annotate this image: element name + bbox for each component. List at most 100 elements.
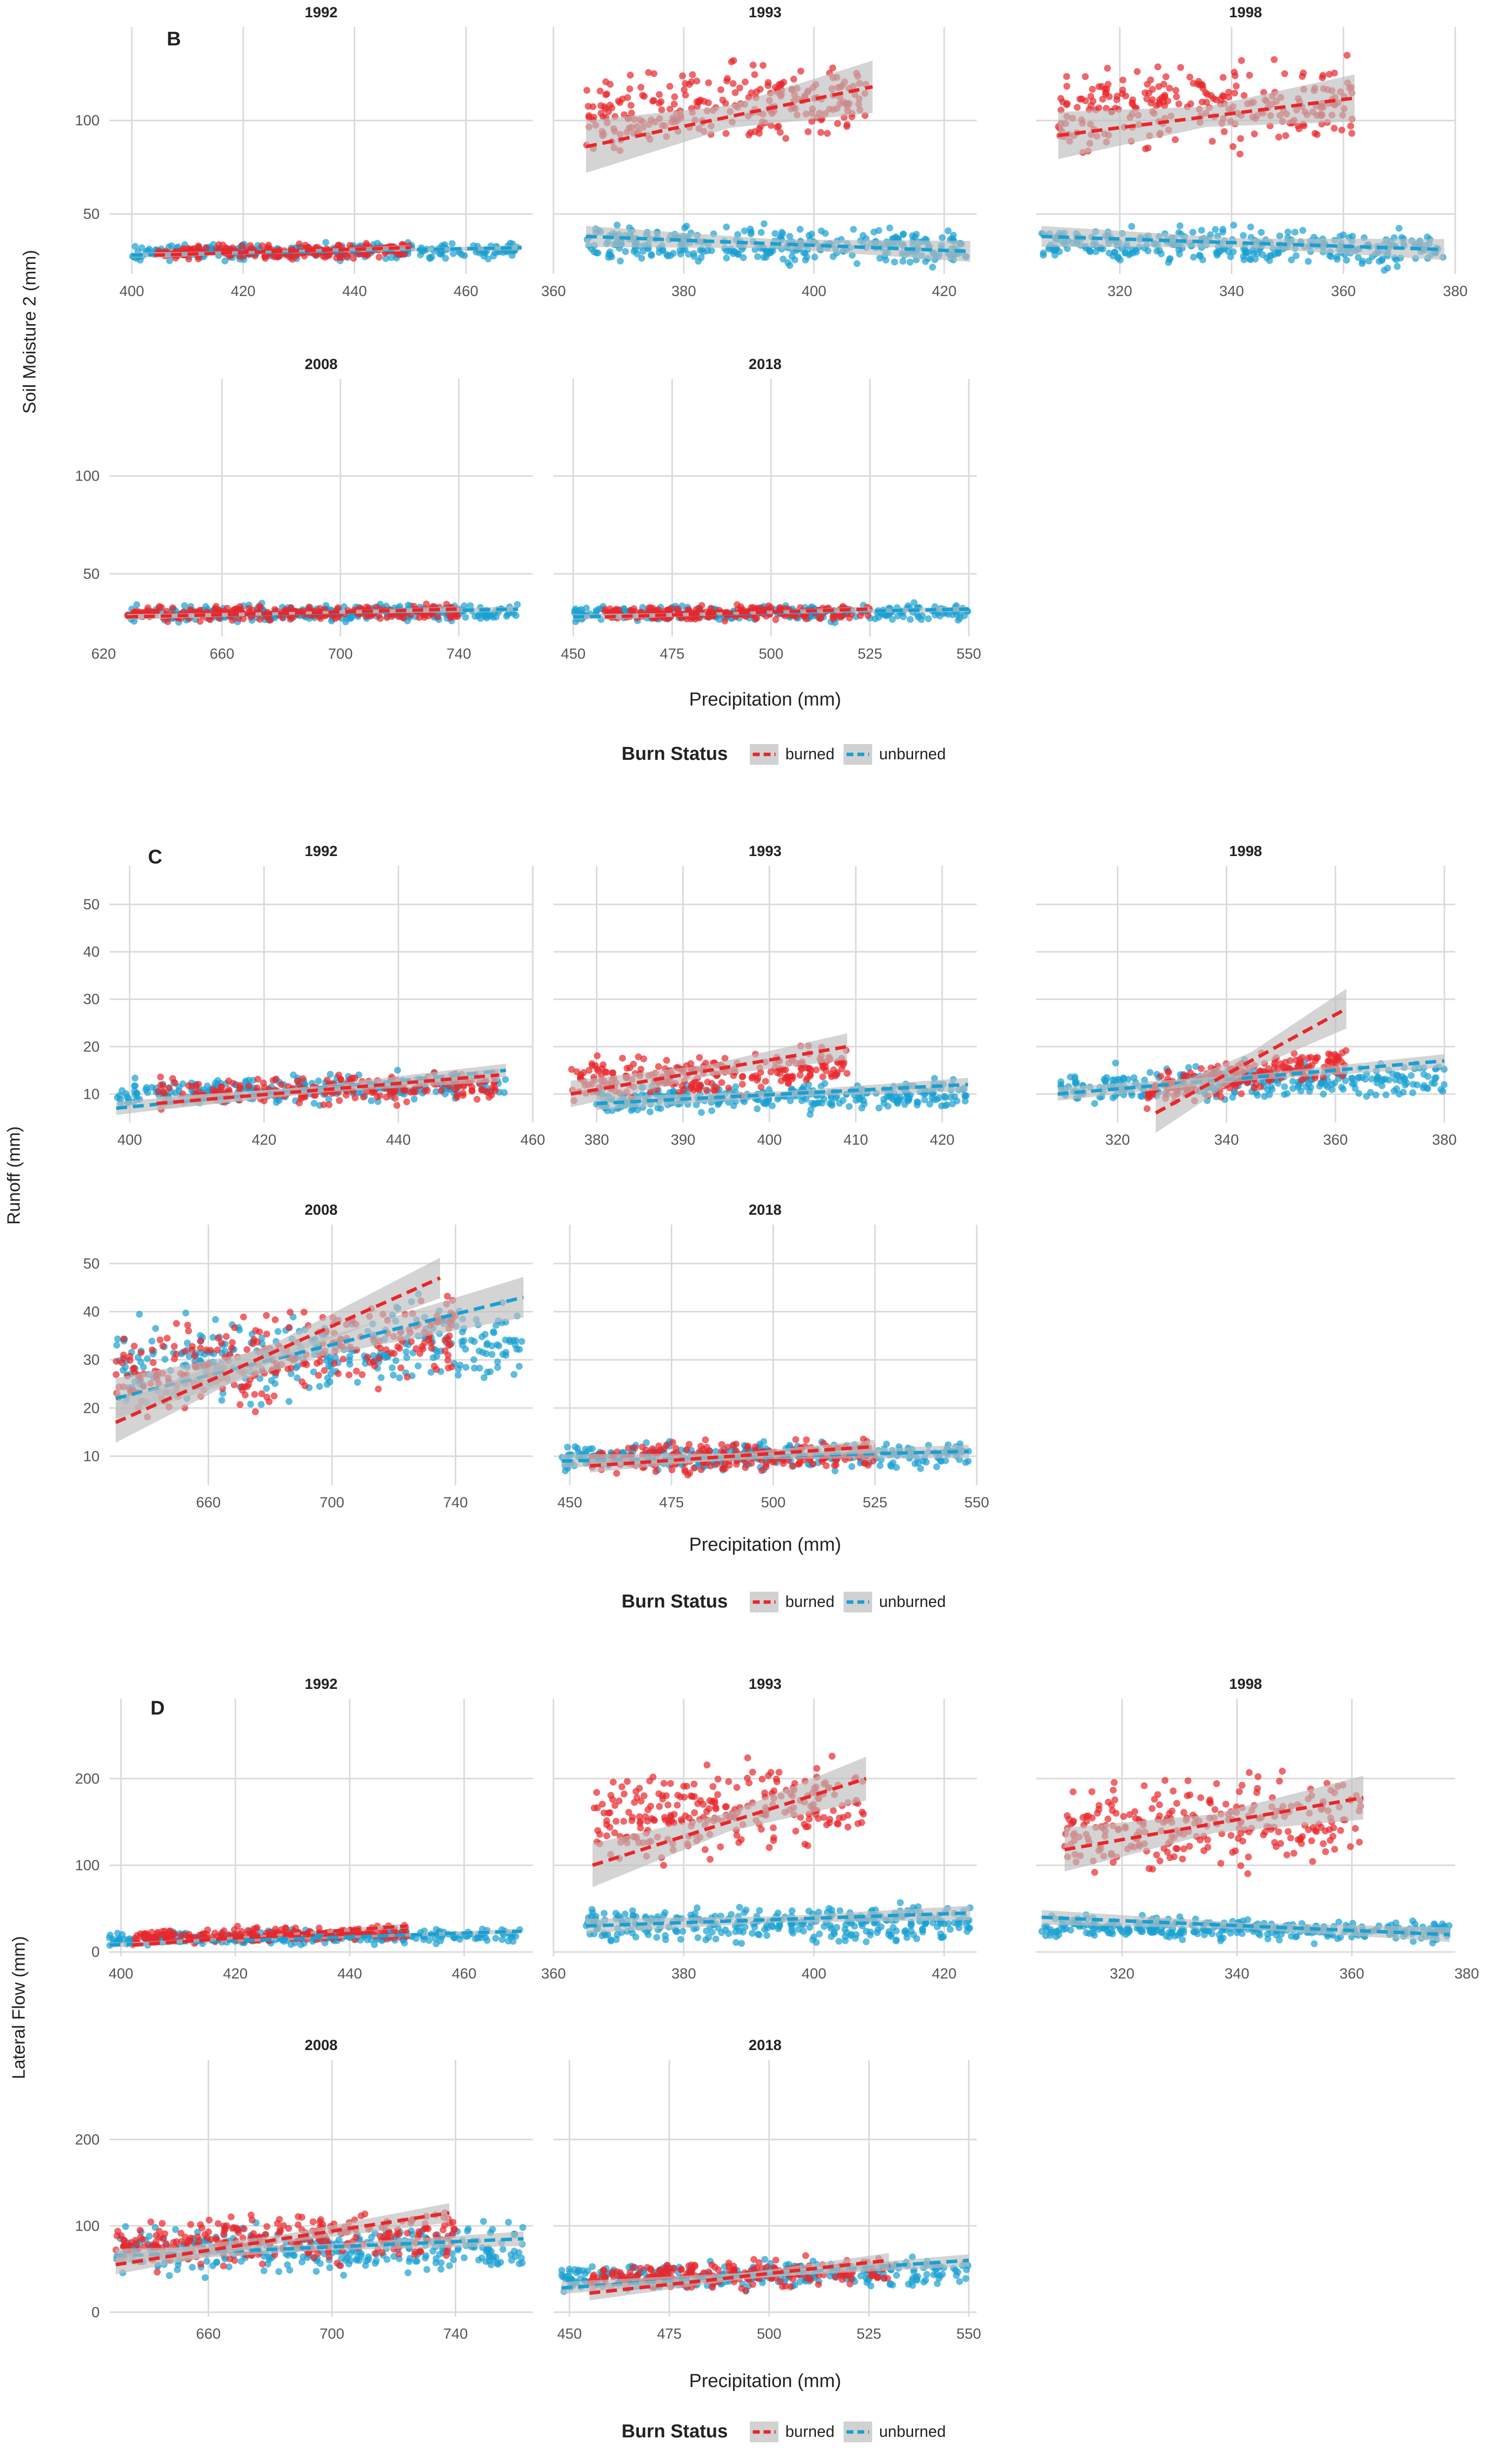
data-point xyxy=(228,1344,235,1352)
data-point xyxy=(212,1316,219,1323)
data-point xyxy=(1098,83,1105,90)
data-point xyxy=(754,1105,761,1113)
data-point xyxy=(724,75,731,82)
data-point xyxy=(1082,73,1089,80)
data-point xyxy=(474,1096,480,1103)
data-point xyxy=(263,1393,271,1401)
data-point xyxy=(663,251,670,258)
data-point xyxy=(680,1086,687,1093)
data-point xyxy=(602,91,609,99)
data-point xyxy=(350,255,357,262)
data-point xyxy=(454,1083,461,1091)
data-point xyxy=(1180,1072,1188,1079)
data-point xyxy=(247,242,254,249)
data-point xyxy=(225,1077,232,1084)
data-point xyxy=(696,1054,703,1061)
data-point xyxy=(692,615,699,623)
data-point xyxy=(803,1077,810,1084)
data-point xyxy=(270,1392,278,1400)
data-point xyxy=(1330,125,1338,132)
data-point xyxy=(734,601,741,608)
data-point xyxy=(148,1338,155,1345)
data-point xyxy=(1175,100,1182,108)
data-point xyxy=(214,1346,221,1353)
data-point xyxy=(215,1335,222,1342)
data-point xyxy=(1259,251,1266,259)
y-tick-label: 10 xyxy=(83,1086,100,1102)
data-point xyxy=(243,1346,251,1353)
data-point xyxy=(1299,73,1306,80)
data-point xyxy=(490,1328,497,1336)
data-point xyxy=(375,1355,383,1362)
data-point xyxy=(131,1343,138,1350)
data-point xyxy=(824,130,831,137)
data-point xyxy=(161,1355,169,1363)
data-point xyxy=(718,1079,725,1086)
data-point xyxy=(1085,246,1093,253)
data-point xyxy=(1063,82,1070,90)
data-point xyxy=(455,1365,462,1373)
data-point xyxy=(1372,1091,1380,1099)
data-point xyxy=(131,1075,139,1082)
y-tick-label: 100 xyxy=(75,112,100,129)
data-point xyxy=(1394,263,1401,270)
data-point xyxy=(1409,1089,1416,1096)
data-point xyxy=(1102,90,1109,98)
data-point xyxy=(943,1101,951,1109)
legend-label-burned: burned xyxy=(785,745,835,763)
data-point xyxy=(1173,93,1180,100)
data-point xyxy=(690,1086,698,1094)
data-point xyxy=(1230,248,1237,256)
data-point xyxy=(400,614,407,622)
data-point xyxy=(219,241,226,249)
data-point xyxy=(171,1343,178,1350)
data-point xyxy=(821,1080,828,1087)
data-point xyxy=(1395,1072,1402,1080)
data-point xyxy=(754,253,761,261)
data-point xyxy=(638,255,645,262)
data-point xyxy=(191,1352,198,1360)
data-point xyxy=(607,80,614,88)
data-point xyxy=(947,1093,955,1101)
data-point xyxy=(650,70,658,77)
data-point xyxy=(635,1053,642,1060)
data-point xyxy=(583,87,590,94)
y-tick-label: 30 xyxy=(83,991,100,1008)
data-point xyxy=(374,1385,382,1393)
data-point xyxy=(393,1102,401,1109)
x-tick-label: 380 xyxy=(585,1132,609,1148)
data-point xyxy=(828,1070,835,1078)
data-point xyxy=(1385,1076,1393,1083)
x-tick-label: 400 xyxy=(802,283,826,299)
data-point xyxy=(1396,224,1402,232)
data-point xyxy=(321,1367,328,1374)
data-point xyxy=(181,1348,188,1355)
data-point xyxy=(297,1095,305,1102)
data-point xyxy=(197,1337,205,1344)
data-point xyxy=(656,91,663,98)
data-point xyxy=(1219,228,1226,236)
data-point xyxy=(669,1088,676,1095)
data-point xyxy=(163,1335,171,1342)
data-point xyxy=(479,1348,486,1356)
data-point xyxy=(1305,258,1312,265)
data-point xyxy=(214,1077,221,1084)
data-point xyxy=(664,606,671,614)
data-point xyxy=(1167,255,1174,262)
data-point xyxy=(763,248,770,255)
data-point xyxy=(1338,126,1345,134)
data-point xyxy=(181,602,188,609)
data-point xyxy=(218,1083,225,1091)
data-point xyxy=(1349,232,1356,240)
data-point xyxy=(376,1344,384,1352)
data-point xyxy=(906,259,914,266)
data-point xyxy=(721,617,729,625)
data-point xyxy=(649,98,657,105)
data-point xyxy=(396,1374,403,1381)
data-point xyxy=(1144,1094,1151,1102)
x-tick-label: 360 xyxy=(541,283,566,299)
y-tick-label: 40 xyxy=(83,1304,100,1320)
data-point xyxy=(811,254,818,261)
data-point xyxy=(728,58,735,66)
